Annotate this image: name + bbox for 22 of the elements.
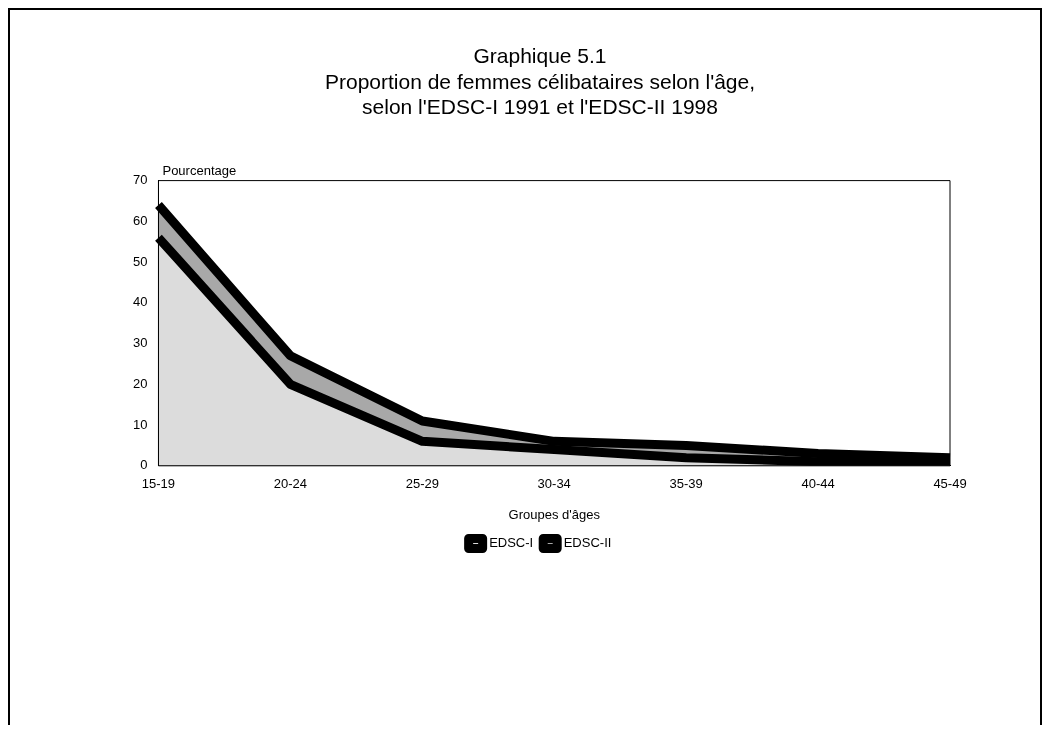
x-tick-label: 25-29 (405, 476, 439, 492)
y-tick-label: 0 (140, 457, 148, 473)
x-tick-label: 20-24 (273, 476, 308, 492)
y-tick-label: 30 (132, 335, 148, 351)
y-tick-label: 50 (132, 253, 148, 269)
legend-label: EDSC-II (563, 535, 612, 551)
y-tick-label: 20 (132, 375, 148, 391)
x-tick-label: 40-44 (801, 476, 835, 492)
x-tick-label: 15-19 (141, 476, 176, 492)
x-axis-title: Groupes d'âges (508, 506, 601, 522)
y-tick-label: 10 (132, 416, 148, 432)
x-tick-label: 35-39 (669, 476, 703, 492)
text: Proportion de femmes célibataires selon l'âge, (324, 69, 756, 93)
x-tick-label: 30-34 (537, 476, 571, 492)
text: Graphique 5.1 (473, 44, 607, 68)
y-tick-label: 60 (132, 212, 148, 228)
y-tick-label: 70 (132, 172, 148, 188)
legend-label: EDSC-I (489, 535, 534, 551)
y-axis-title: Pourcentage (162, 162, 237, 178)
x-tick-label: 45-49 (933, 476, 967, 492)
y-tick-label: 40 (132, 294, 148, 310)
text: selon l'EDSC-I 1991 et l'EDSC-II 1998 (362, 94, 718, 118)
